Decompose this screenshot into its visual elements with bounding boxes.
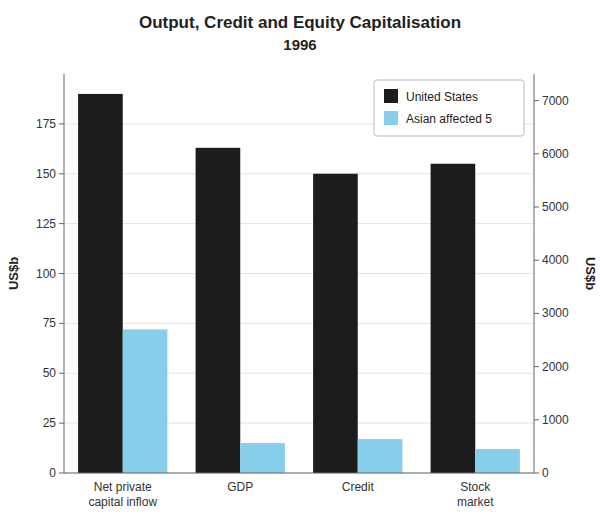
y-tick-label: 25 bbox=[43, 416, 57, 430]
y2-tick bbox=[534, 260, 539, 261]
y-tick-label: 125 bbox=[36, 217, 56, 231]
bar bbox=[78, 94, 123, 473]
y2-tick-label: 0 bbox=[542, 466, 549, 480]
grid-line bbox=[64, 473, 534, 474]
y2-tick bbox=[534, 313, 539, 314]
y-tick-label: 150 bbox=[36, 167, 56, 181]
background bbox=[0, 0, 600, 529]
bars bbox=[78, 94, 520, 473]
bar bbox=[196, 148, 241, 473]
y2-tick-label: 1000 bbox=[542, 413, 569, 427]
legend: United States Asian affected 5 bbox=[374, 80, 524, 136]
y2-tick bbox=[534, 473, 539, 474]
y-tick-label: 175 bbox=[36, 117, 56, 131]
y-tick bbox=[59, 173, 64, 174]
y-tick bbox=[59, 373, 64, 374]
y-axis-line bbox=[64, 74, 65, 473]
bar bbox=[431, 164, 476, 473]
y-tick bbox=[59, 273, 64, 274]
y-tick bbox=[59, 323, 64, 324]
x-axis-line bbox=[64, 473, 534, 474]
y2-axis-label: US$b bbox=[583, 257, 598, 290]
subtitle: 1996 bbox=[283, 36, 316, 53]
legend-label: Asian affected 5 bbox=[406, 112, 492, 126]
y-tick-label: 75 bbox=[43, 316, 57, 330]
chart: Output, Credit and Equity Capitalisation… bbox=[0, 0, 600, 529]
y2-tick-label: 2000 bbox=[542, 360, 569, 374]
y2-tick bbox=[534, 366, 539, 367]
y2-tick bbox=[534, 100, 539, 101]
y2-tick-label: 4000 bbox=[542, 253, 569, 267]
x-tick-label: Credit bbox=[342, 480, 375, 494]
y-tick bbox=[59, 223, 64, 224]
y-tick bbox=[59, 423, 64, 424]
y2-tick bbox=[534, 207, 539, 208]
y-axis-label: US$b bbox=[6, 257, 21, 290]
y2-tick-label: 3000 bbox=[542, 306, 569, 320]
y-tick-label: 0 bbox=[49, 466, 56, 480]
x-tick-label: Net privatecapital inflow bbox=[88, 480, 157, 509]
y-tick bbox=[59, 123, 64, 124]
bar bbox=[123, 329, 168, 473]
y2-tick-label: 5000 bbox=[542, 200, 569, 214]
legend-swatch bbox=[384, 89, 398, 103]
legend-swatch bbox=[384, 111, 398, 125]
grid bbox=[64, 124, 534, 473]
y2-tick-label: 6000 bbox=[542, 147, 569, 161]
title: Output, Credit and Equity Capitalisation bbox=[139, 13, 461, 32]
legend-box bbox=[374, 80, 524, 136]
bar bbox=[358, 439, 403, 473]
x-tick-label: GDP bbox=[227, 480, 253, 494]
x-tick-label: Stockmarket bbox=[457, 480, 494, 509]
y2-tick-label: 7000 bbox=[542, 94, 569, 108]
y2-tick bbox=[534, 419, 539, 420]
bar bbox=[240, 443, 285, 473]
bar bbox=[313, 174, 358, 473]
y2-axis-line bbox=[534, 74, 535, 473]
y-tick bbox=[59, 473, 64, 474]
y-tick-label: 100 bbox=[36, 267, 56, 281]
y-tick-label: 50 bbox=[43, 366, 57, 380]
legend-label: United States bbox=[406, 90, 478, 104]
bar bbox=[475, 449, 520, 473]
y2-tick bbox=[534, 153, 539, 154]
